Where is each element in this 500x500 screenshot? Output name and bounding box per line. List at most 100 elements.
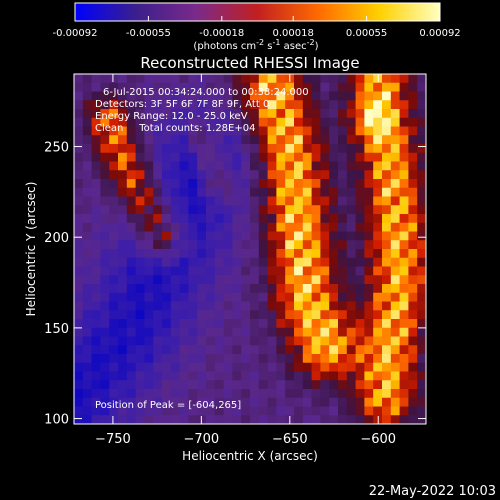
heatmap-cell: [408, 231, 418, 241]
heatmap-cell: [267, 196, 277, 206]
heatmap-cell: [382, 336, 392, 346]
heatmap-cell: [250, 152, 260, 162]
heatmap-cell: [100, 336, 110, 346]
heatmap-cell: [355, 249, 365, 259]
heatmap-cell: [399, 126, 409, 136]
heatmap-cell: [232, 135, 242, 145]
heatmap-cell: [364, 266, 374, 276]
heatmap-cell: [91, 196, 101, 206]
heatmap-cell: [364, 397, 374, 407]
heatmap-cell: [329, 354, 339, 364]
heatmap-cell: [399, 380, 409, 390]
heatmap-cell: [91, 397, 101, 407]
heatmap-cell: [179, 187, 189, 197]
heatmap-cell: [223, 196, 233, 206]
heatmap-cell: [302, 310, 312, 320]
heatmap-cell: [390, 327, 400, 337]
heatmap-cell: [285, 249, 295, 259]
heatmap-cell: [162, 214, 172, 224]
x-tick-label: −750: [95, 432, 131, 447]
heatmap-cell: [346, 161, 356, 171]
heatmap-cell: [162, 275, 172, 285]
heatmap-cell: [329, 152, 339, 162]
heatmap-cell: [267, 406, 277, 416]
heatmap-cell: [162, 284, 172, 294]
heatmap-cell: [399, 292, 409, 302]
heatmap-cell: [250, 310, 260, 320]
heatmap-cell: [276, 179, 286, 189]
heatmap-cell: [364, 345, 374, 355]
heatmap-cell: [135, 415, 145, 424]
heatmap-cell: [188, 240, 198, 250]
heatmap-cell: [144, 389, 154, 399]
heatmap-cell: [179, 389, 189, 399]
heatmap-cell: [197, 152, 207, 162]
heatmap-cell: [355, 117, 365, 127]
heatmap-cell: [162, 170, 172, 180]
heatmap-cell: [364, 144, 374, 154]
heatmap-cell: [267, 205, 277, 215]
heatmap-cell: [135, 205, 145, 215]
heatmap-cell: [214, 319, 224, 329]
heatmap-cell: [417, 135, 426, 145]
heatmap-cell: [144, 240, 154, 250]
heatmap-cell: [399, 135, 409, 145]
heatmap-cell: [170, 152, 180, 162]
heatmap-cell: [390, 354, 400, 364]
heatmap-cell: [197, 397, 207, 407]
heatmap-cell: [258, 266, 268, 276]
heatmap-cell: [320, 310, 330, 320]
heatmap-cell: [408, 109, 418, 119]
heatmap-cell: [302, 284, 312, 294]
heatmap-cell: [373, 275, 383, 285]
heatmap-cell: [82, 170, 92, 180]
heatmap-cell: [223, 371, 233, 381]
heatmap-cell: [311, 82, 321, 92]
heatmap-cell: [320, 301, 330, 311]
heatmap-cell: [241, 336, 251, 346]
heatmap-cell: [91, 126, 101, 136]
heatmap-cell: [399, 371, 409, 381]
heatmap-cell: [364, 74, 374, 84]
heatmap-cell: [276, 266, 286, 276]
heatmap-cell: [206, 222, 216, 232]
heatmap-cell: [276, 292, 286, 302]
heatmap-cell: [346, 380, 356, 390]
heatmap-cell: [417, 117, 426, 127]
heatmap-cell: [232, 257, 242, 267]
heatmap-cell: [285, 161, 295, 171]
heatmap-cell: [267, 319, 277, 329]
heatmap-cell: [100, 109, 110, 119]
heatmap-cell: [285, 100, 295, 110]
heatmap-cell: [320, 380, 330, 390]
heatmap-cell: [250, 231, 260, 241]
heatmap-cell: [250, 389, 260, 399]
heatmap-cell: [100, 354, 110, 364]
heatmap-cell: [250, 82, 260, 92]
heatmap-cell: [399, 231, 409, 241]
heatmap-cell: [232, 82, 242, 92]
heatmap-cell: [241, 301, 251, 311]
heatmap-cell: [250, 292, 260, 302]
heatmap-cell: [355, 275, 365, 285]
heatmap-cell: [373, 354, 383, 364]
heatmap-cell: [144, 109, 154, 119]
heatmap-cell: [302, 135, 312, 145]
heatmap-cell: [153, 380, 163, 390]
heatmap-cell: [100, 292, 110, 302]
heatmap-cell: [135, 144, 145, 154]
heatmap-cell: [135, 389, 145, 399]
heatmap-cell: [188, 371, 198, 381]
heatmap-cell: [91, 249, 101, 259]
heatmap-cell: [241, 205, 251, 215]
heatmap-cell: [223, 292, 233, 302]
heatmap-cell: [311, 187, 321, 197]
heatmap-cell: [82, 205, 92, 215]
heatmap-cell: [285, 310, 295, 320]
heatmap-cell: [302, 91, 312, 101]
heatmap-cell: [170, 126, 180, 136]
heatmap-cell: [179, 109, 189, 119]
heatmap-cell: [382, 144, 392, 154]
heatmap-cell: [223, 117, 233, 127]
heatmap-cell: [267, 117, 277, 127]
